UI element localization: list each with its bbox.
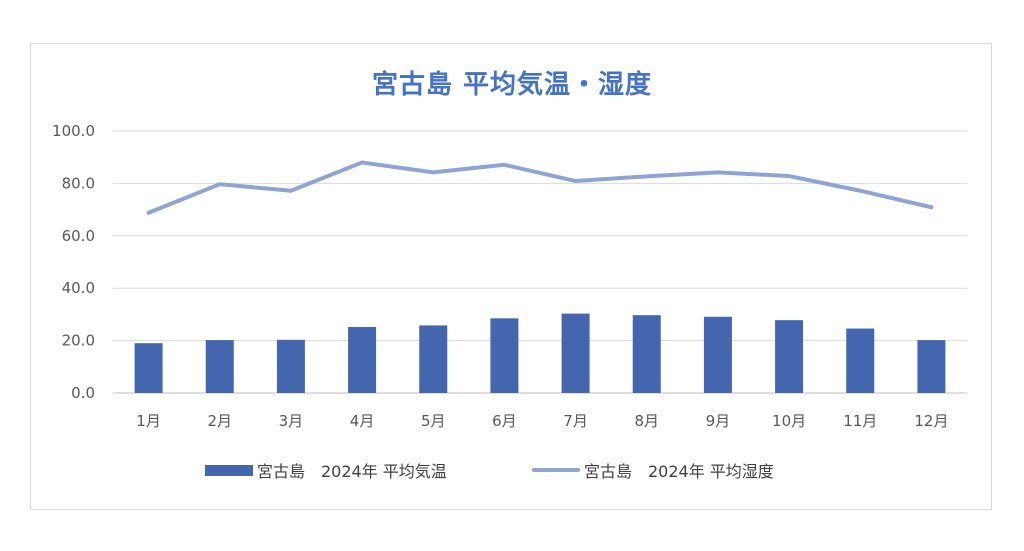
humidity-line xyxy=(146,160,934,215)
x-tick-label: 11月 xyxy=(843,412,877,430)
legend-swatch-bar xyxy=(205,464,253,476)
bar xyxy=(846,328,875,393)
legend-item-temperature: 宮古島 2024年 平均気温 xyxy=(205,458,447,482)
x-tick-label: 3月 xyxy=(279,412,304,430)
x-tick-label: 8月 xyxy=(634,412,659,430)
y-tick-label: 40.0 xyxy=(62,279,95,297)
bar xyxy=(775,320,804,393)
bar xyxy=(917,340,946,393)
bar xyxy=(561,313,590,393)
legend-label-humidity: 宮古島 2024年 平均湿度 xyxy=(584,462,774,481)
bar xyxy=(348,326,377,393)
bar xyxy=(419,325,448,393)
x-tick-label: 6月 xyxy=(492,412,517,430)
bar xyxy=(632,315,661,393)
x-tick-label: 2月 xyxy=(207,412,232,430)
x-tick-label: 1月 xyxy=(136,412,161,430)
bar xyxy=(134,343,163,393)
y-tick-label: 80.0 xyxy=(62,174,95,192)
legend-item-humidity: 宮古島 2024年 平均湿度 xyxy=(532,458,774,482)
bar xyxy=(276,339,305,393)
x-tick-label: 7月 xyxy=(563,412,588,430)
chart-title: 宮古島 平均気温・湿度 xyxy=(371,70,653,100)
y-tick-label: 100.0 xyxy=(52,122,95,140)
chart-frame xyxy=(30,43,992,510)
x-tick-label: 9月 xyxy=(706,412,731,430)
legend-label-temperature: 宮古島 2024年 平均気温 xyxy=(257,462,447,481)
legend-swatch-line xyxy=(532,468,580,472)
x-tick-label: 4月 xyxy=(350,412,375,430)
x-tick-label: 5月 xyxy=(421,412,446,430)
bar xyxy=(703,316,732,393)
legend: 宮古島 2024年 平均気温 宮古島 2024年 平均湿度 xyxy=(0,458,1024,488)
y-tick-label: 20.0 xyxy=(62,332,95,350)
bar xyxy=(490,318,519,393)
x-tick-label: 12月 xyxy=(914,412,948,430)
bar xyxy=(205,340,234,393)
y-tick-label: 60.0 xyxy=(62,227,95,245)
y-tick-label: 0.0 xyxy=(71,384,95,402)
x-tick-label: 10月 xyxy=(772,412,806,430)
